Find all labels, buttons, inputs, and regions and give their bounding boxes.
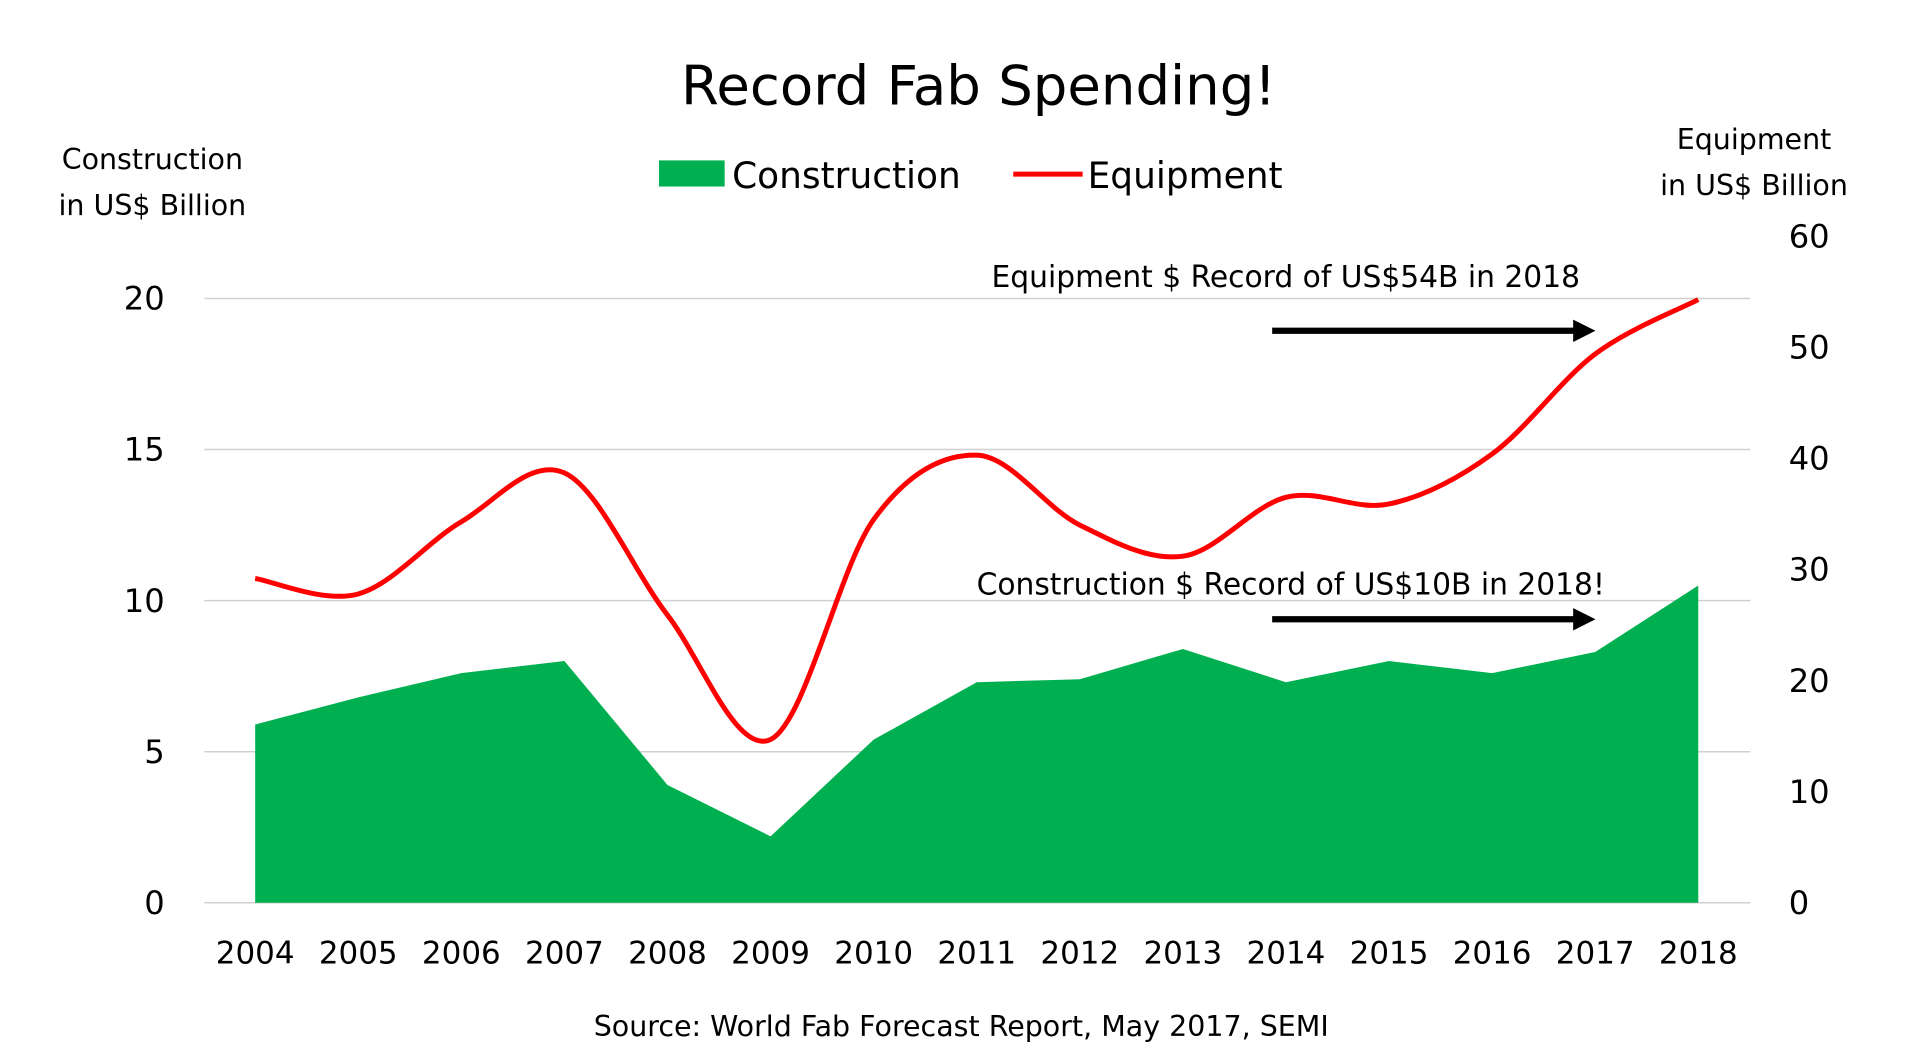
construction-area <box>255 585 1699 903</box>
left-tick-label: 0 <box>144 884 164 922</box>
x-tick-label: 2007 <box>525 936 604 972</box>
right-tick-label: 0 <box>1789 884 1809 922</box>
x-tick-label: 2006 <box>422 936 501 972</box>
right-tick-label: 40 <box>1789 440 1830 478</box>
x-tick-label: 2016 <box>1453 936 1532 972</box>
equipment-series <box>254 297 1700 744</box>
x-tick-label: 2008 <box>628 936 707 972</box>
legend: Construction Equipment <box>658 156 1283 197</box>
right-axis-label-line2: in US$ Billion <box>1660 169 1848 202</box>
construction-series <box>255 585 1699 903</box>
source-note: Source: World Fab Forecast Report, May 2… <box>594 1010 1329 1043</box>
x-tick-label: 2005 <box>319 936 398 972</box>
right-tick-label: 60 <box>1789 217 1830 255</box>
right-axis-label-line1: Equipment <box>1677 123 1832 156</box>
x-tick-label: 2015 <box>1350 936 1429 972</box>
right-axis-ticks: 0 10 20 30 40 50 60 <box>1789 217 1830 922</box>
legend-label-construction: Construction <box>732 156 961 197</box>
left-tick-label: 10 <box>124 582 165 620</box>
right-tick-label: 30 <box>1789 551 1830 589</box>
legend-swatch-construction <box>658 160 725 187</box>
left-tick-label: 20 <box>124 280 165 318</box>
right-tick-label: 20 <box>1789 662 1830 700</box>
annotation-equipment: Equipment $ Record of US$54B in 2018 <box>992 260 1580 295</box>
left-axis-label-line1: Construction <box>62 143 243 176</box>
left-axis-label-line2: in US$ Billion <box>58 189 246 222</box>
x-tick-label: 2011 <box>937 936 1016 972</box>
x-tick-label: 2009 <box>731 936 810 972</box>
annotation-arrow-construction <box>1272 608 1596 631</box>
equipment-line <box>254 297 1700 744</box>
x-tick-label: 2012 <box>1040 936 1119 972</box>
x-tick-label: 2013 <box>1143 936 1222 972</box>
x-tick-label: 2014 <box>1247 936 1326 972</box>
right-tick-label: 10 <box>1789 773 1830 811</box>
annotation-arrow-equipment <box>1272 319 1596 342</box>
left-axis-ticks: 0 5 10 15 20 <box>124 280 165 922</box>
chart-title: Record Fab Spending! <box>681 53 1276 117</box>
right-tick-label: 50 <box>1789 328 1830 366</box>
x-tick-label: 2018 <box>1659 936 1738 972</box>
x-tick-label: 2010 <box>834 936 913 972</box>
left-tick-label: 5 <box>144 733 164 771</box>
x-tick-label: 2004 <box>216 936 295 972</box>
legend-label-equipment: Equipment <box>1088 156 1283 197</box>
left-tick-label: 15 <box>124 431 165 469</box>
x-axis-ticks: 2004 2005 2006 2007 2008 2009 2010 2011 2012 2013… <box>216 936 1738 972</box>
x-tick-label: 2017 <box>1556 936 1635 972</box>
annotation-construction: Construction $ Record of US$10B in 2018! <box>977 567 1605 602</box>
